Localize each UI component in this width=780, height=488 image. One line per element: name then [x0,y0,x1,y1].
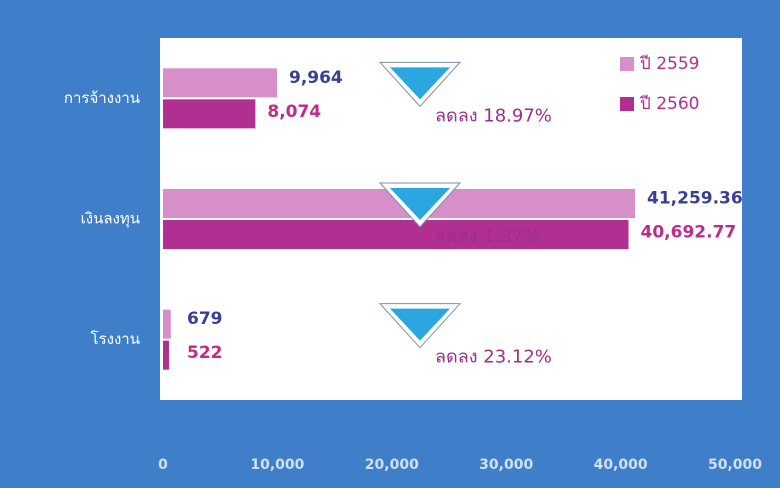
legend-swatch [620,57,634,71]
x-tick-label: 10,000 [250,457,304,473]
data-label: 522 [187,343,223,363]
x-tick-label: 20,000 [365,457,419,473]
bar [163,309,171,339]
bar [163,340,169,370]
annotation: ลดลง 23.12% [435,347,552,368]
plot-area [160,38,742,400]
decline-icon [390,188,450,220]
decline-icon [390,308,450,341]
x-tick-label: 0 [158,457,168,473]
annotation: ลดลง 18.97% [435,105,552,126]
legend-label: ปี 2560 [639,94,699,114]
data-label: 8,074 [267,102,321,122]
x-tick-label: 40,000 [594,457,648,473]
x-tick-label: 50,000 [708,457,762,473]
data-label: 41,259.36 [647,189,743,209]
decline-icon [390,67,450,100]
x-tick-label: 30,000 [479,457,533,473]
y-tick-label: เงินลงทุน [81,210,140,229]
legend-swatch [620,97,634,111]
data-label: 40,692.77 [641,223,737,243]
y-tick-label: การจ้างงาน [64,89,140,107]
bar [163,220,629,249]
data-label: 679 [187,309,223,329]
data-label: 9,964 [289,68,343,88]
annotation: ลดลง 1.37% [435,226,540,247]
bar [163,99,256,129]
bar [163,68,277,98]
y-tick-label: โรงงาน [91,330,140,348]
legend-label: ปี 2559 [639,54,699,74]
